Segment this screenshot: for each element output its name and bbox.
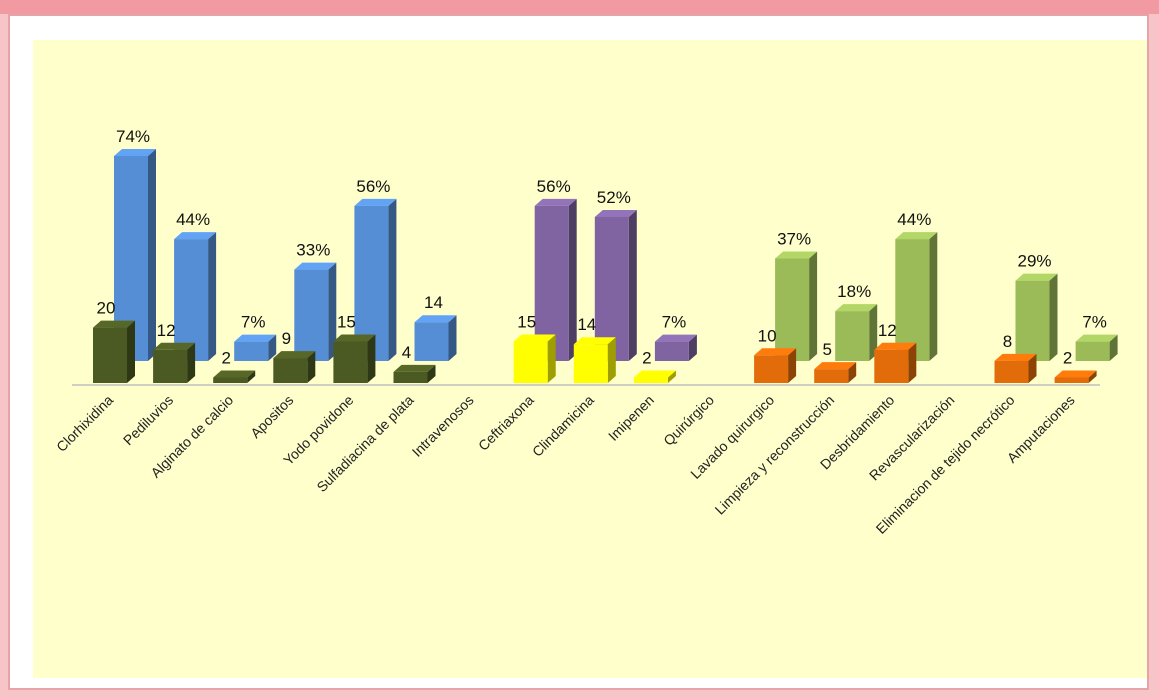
data-label-back: 18% xyxy=(837,282,871,301)
data-label-front: 15 xyxy=(517,312,536,331)
top-border-bar xyxy=(0,0,1159,14)
data-label-back: 52% xyxy=(597,188,631,207)
bar-back xyxy=(174,232,217,361)
bar-back xyxy=(654,334,697,361)
bar-front xyxy=(213,370,256,383)
bar-back xyxy=(294,262,337,361)
data-label-back: 74% xyxy=(116,127,150,146)
data-label-back: 7% xyxy=(241,313,266,332)
bar-back xyxy=(775,251,818,361)
data-label-front: 5 xyxy=(822,340,831,359)
data-label-front: 2 xyxy=(1063,348,1072,367)
bar-back xyxy=(234,334,277,361)
bar-front xyxy=(153,342,196,383)
bar-front xyxy=(1054,370,1097,383)
bar-back xyxy=(835,304,878,361)
data-label-front: 4 xyxy=(402,343,411,362)
data-label-front: 10 xyxy=(758,326,777,345)
category-label: Ceftriaxona xyxy=(475,392,537,454)
bar-back xyxy=(895,232,938,361)
bar-front xyxy=(573,337,616,383)
bar-front xyxy=(633,370,676,383)
data-label-front: 12 xyxy=(878,321,897,340)
bar-back xyxy=(594,209,637,361)
category-label: Imipenen xyxy=(605,392,657,444)
bar-back xyxy=(1015,273,1058,361)
data-label-back: 44% xyxy=(176,210,210,229)
bar-front xyxy=(513,334,556,383)
data-label-back: 56% xyxy=(537,177,571,196)
data-label-back: 29% xyxy=(1017,252,1051,271)
bar-front xyxy=(333,334,376,383)
category-label: Pediluvios xyxy=(120,392,176,448)
category-label: Quirúrgico xyxy=(660,392,717,449)
data-label-front: 15 xyxy=(337,312,356,331)
data-label-front: 12 xyxy=(157,321,176,340)
data-label-back: 7% xyxy=(662,313,687,332)
data-label-back: 44% xyxy=(897,210,931,229)
bar-back xyxy=(414,315,457,361)
bar-front xyxy=(814,362,857,383)
category-label: Clorhixidina xyxy=(53,392,116,455)
category-label: Apositos xyxy=(247,392,296,441)
bar-front xyxy=(754,348,797,383)
data-label-back: 7% xyxy=(1082,313,1107,332)
bar-front xyxy=(273,351,316,383)
bar-back xyxy=(1075,334,1118,361)
data-label-front: 14 xyxy=(577,315,596,334)
data-label-back: 37% xyxy=(777,230,811,249)
category-label: Intravenosos xyxy=(409,392,477,460)
category-label: Limpieza y reconstrucción xyxy=(712,392,838,518)
bar-back xyxy=(114,149,156,361)
data-label-back: 33% xyxy=(296,241,330,260)
category-label: Clindamicina xyxy=(529,392,597,460)
data-label-front: 2 xyxy=(221,348,230,367)
data-label-back: 14 xyxy=(424,293,443,312)
bar-front xyxy=(874,342,917,383)
data-label-front: 9 xyxy=(282,329,291,348)
data-label-front: 2 xyxy=(642,348,651,367)
bar-front xyxy=(93,320,135,383)
data-label-front: 8 xyxy=(1003,332,1012,351)
bar-front xyxy=(994,353,1037,383)
bar-front xyxy=(393,364,436,383)
data-label-back: 56% xyxy=(356,177,390,196)
data-label-front: 20 xyxy=(97,299,116,318)
